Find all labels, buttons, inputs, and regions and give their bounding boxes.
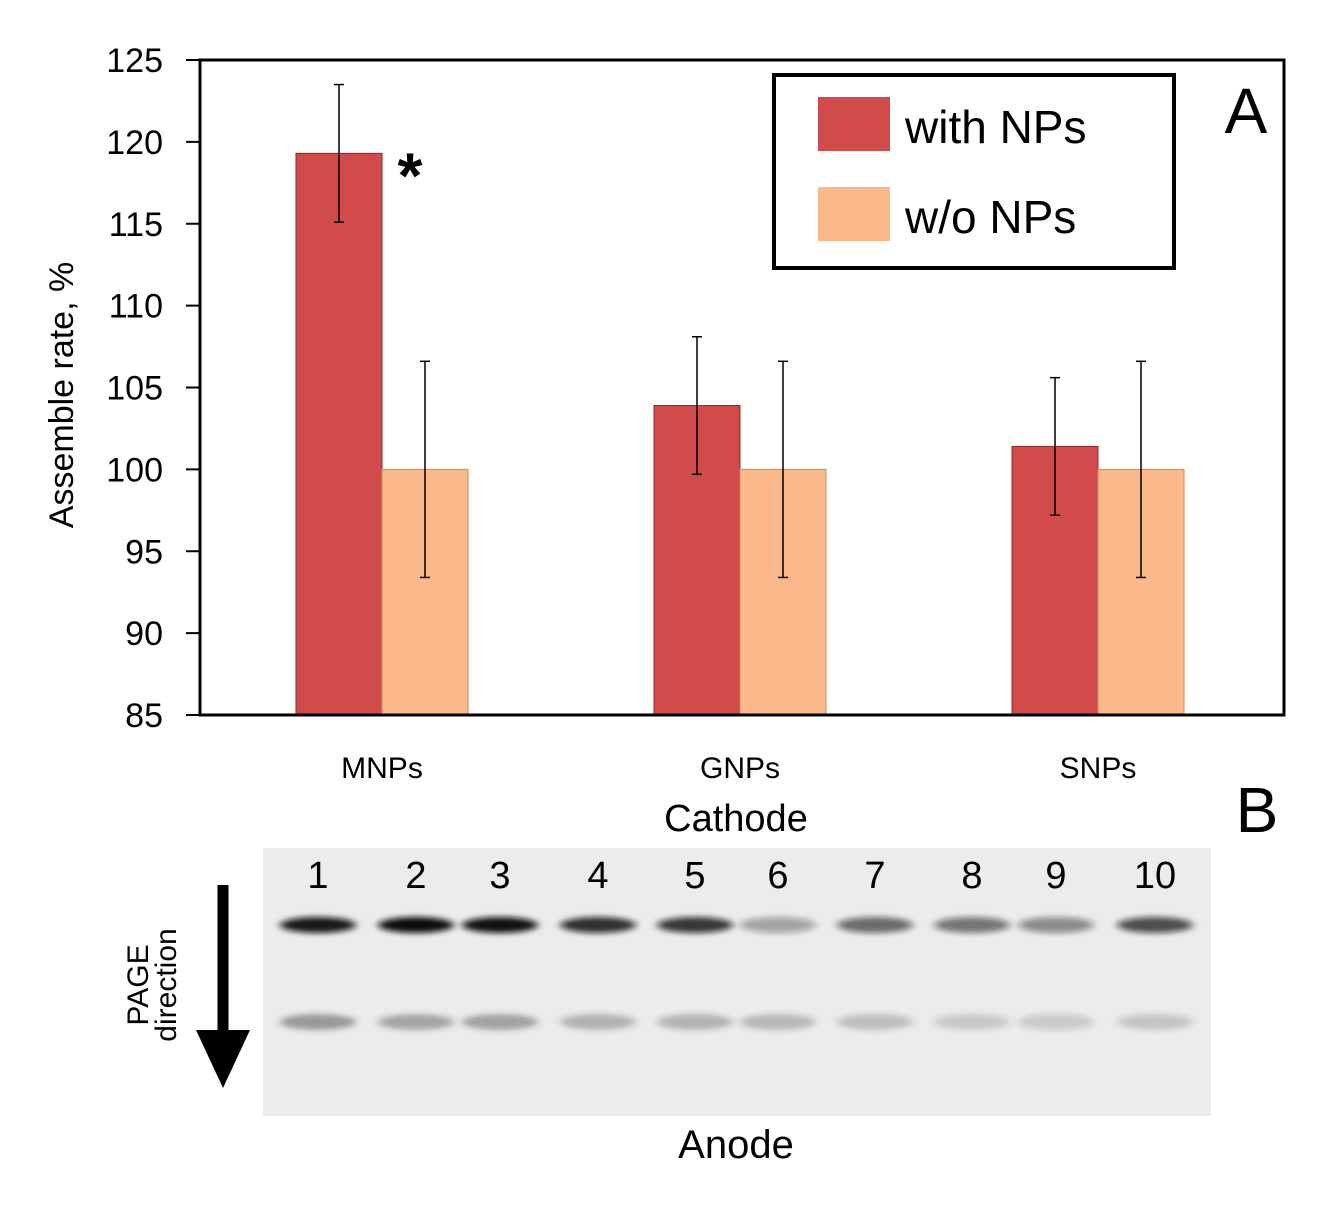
- gel-band-upper: [560, 917, 636, 933]
- gel-band-upper: [934, 917, 1010, 933]
- legend-swatch-with-nps: [818, 97, 890, 151]
- gel-lane-number: 4: [587, 855, 608, 897]
- x-category-label: MNPs: [341, 752, 423, 785]
- page-direction-arrow: [196, 885, 250, 1088]
- y-tick-label: 85: [125, 697, 163, 735]
- gel-band-lower: [560, 1014, 636, 1030]
- gel-lane-number: 10: [1134, 855, 1176, 897]
- error-bars: [334, 83, 1146, 579]
- gel-band-upper: [657, 917, 733, 933]
- x-axis-label: Cathode: [664, 798, 808, 840]
- gel-background: [263, 848, 1211, 1116]
- arrow-head-icon: [196, 1030, 250, 1088]
- gel-band-lower: [378, 1014, 454, 1030]
- gel-lane-number: 7: [864, 855, 885, 897]
- gel-lane-number: 3: [489, 855, 510, 897]
- gel-lane-numbers: 1 2 3 4 5 6 7 8 9 10: [307, 855, 1176, 897]
- y-tick-label: 90: [125, 615, 163, 653]
- gel-lane-number: 9: [1045, 855, 1066, 897]
- gel-band-upper: [1018, 917, 1094, 933]
- gel-band-upper: [378, 917, 454, 933]
- y-tick-label: 105: [106, 370, 163, 408]
- gel-band-lower: [1117, 1014, 1193, 1030]
- legend-swatch-without-nps: [818, 187, 890, 241]
- gel-band-upper: [740, 917, 816, 933]
- y-axis-label: Assemble rate, %: [43, 262, 81, 528]
- gel-band-lower: [837, 1014, 913, 1030]
- gel-band-upper: [837, 917, 913, 933]
- gel-band-upper: [1117, 917, 1193, 933]
- gel-band-lower: [740, 1014, 816, 1030]
- y-tick-label: 125: [106, 42, 163, 80]
- y-axis-ticks: 85 90 95 100 105 110 115 120 125: [106, 42, 200, 735]
- plot-frame: [198, 58, 1286, 717]
- gel-band-lower: [934, 1014, 1010, 1030]
- panel-label-a: A: [1225, 75, 1268, 147]
- gel-lane-number: 6: [767, 855, 788, 897]
- gel-lane-number: 1: [307, 855, 328, 897]
- gel-band-lower: [657, 1014, 733, 1030]
- direction-label-line2: direction: [150, 928, 183, 1041]
- x-axis-categories: MNPs GNPs SNPs: [341, 752, 1136, 785]
- bar-with-nps-mnps: [295, 152, 383, 716]
- y-tick-label: 120: [106, 124, 163, 162]
- legend-label-without-nps: w/o NPs: [904, 191, 1076, 243]
- gel-band-lower: [280, 1014, 356, 1030]
- anode-label: Anode: [678, 1123, 794, 1167]
- y-tick-label: 115: [109, 206, 163, 244]
- gel-band-lower: [1018, 1014, 1094, 1030]
- gel-band-upper: [462, 917, 538, 933]
- panel-label-b: B: [1236, 774, 1279, 846]
- bars: [295, 152, 1185, 716]
- x-category-label: GNPs: [700, 752, 780, 785]
- gel-lane-number: 8: [961, 855, 982, 897]
- x-category-label: SNPs: [1060, 752, 1137, 785]
- y-tick-label: 95: [125, 533, 163, 571]
- gel-lane-number: 5: [684, 855, 705, 897]
- y-tick-label: 110: [109, 288, 163, 326]
- legend-label-with-nps: with NPs: [904, 101, 1086, 153]
- gel-lane-number: 2: [405, 855, 426, 897]
- bar-chart: 85 90 95 100 105 110 115 120 125 MNPs GNPs SNPs As…: [43, 42, 1286, 840]
- significance-asterisk: *: [398, 139, 423, 211]
- y-tick-label: 100: [106, 451, 163, 489]
- gel-image: 1 2 3 4 5 6 7 8 9 10: [263, 848, 1211, 1116]
- legend: with NPs w/o NPs: [772, 73, 1176, 270]
- gel-bands: [280, 917, 1193, 1030]
- gel-band-upper: [280, 917, 356, 933]
- direction-label-line1: PAGE: [122, 944, 155, 1025]
- gel-band-lower: [462, 1014, 538, 1030]
